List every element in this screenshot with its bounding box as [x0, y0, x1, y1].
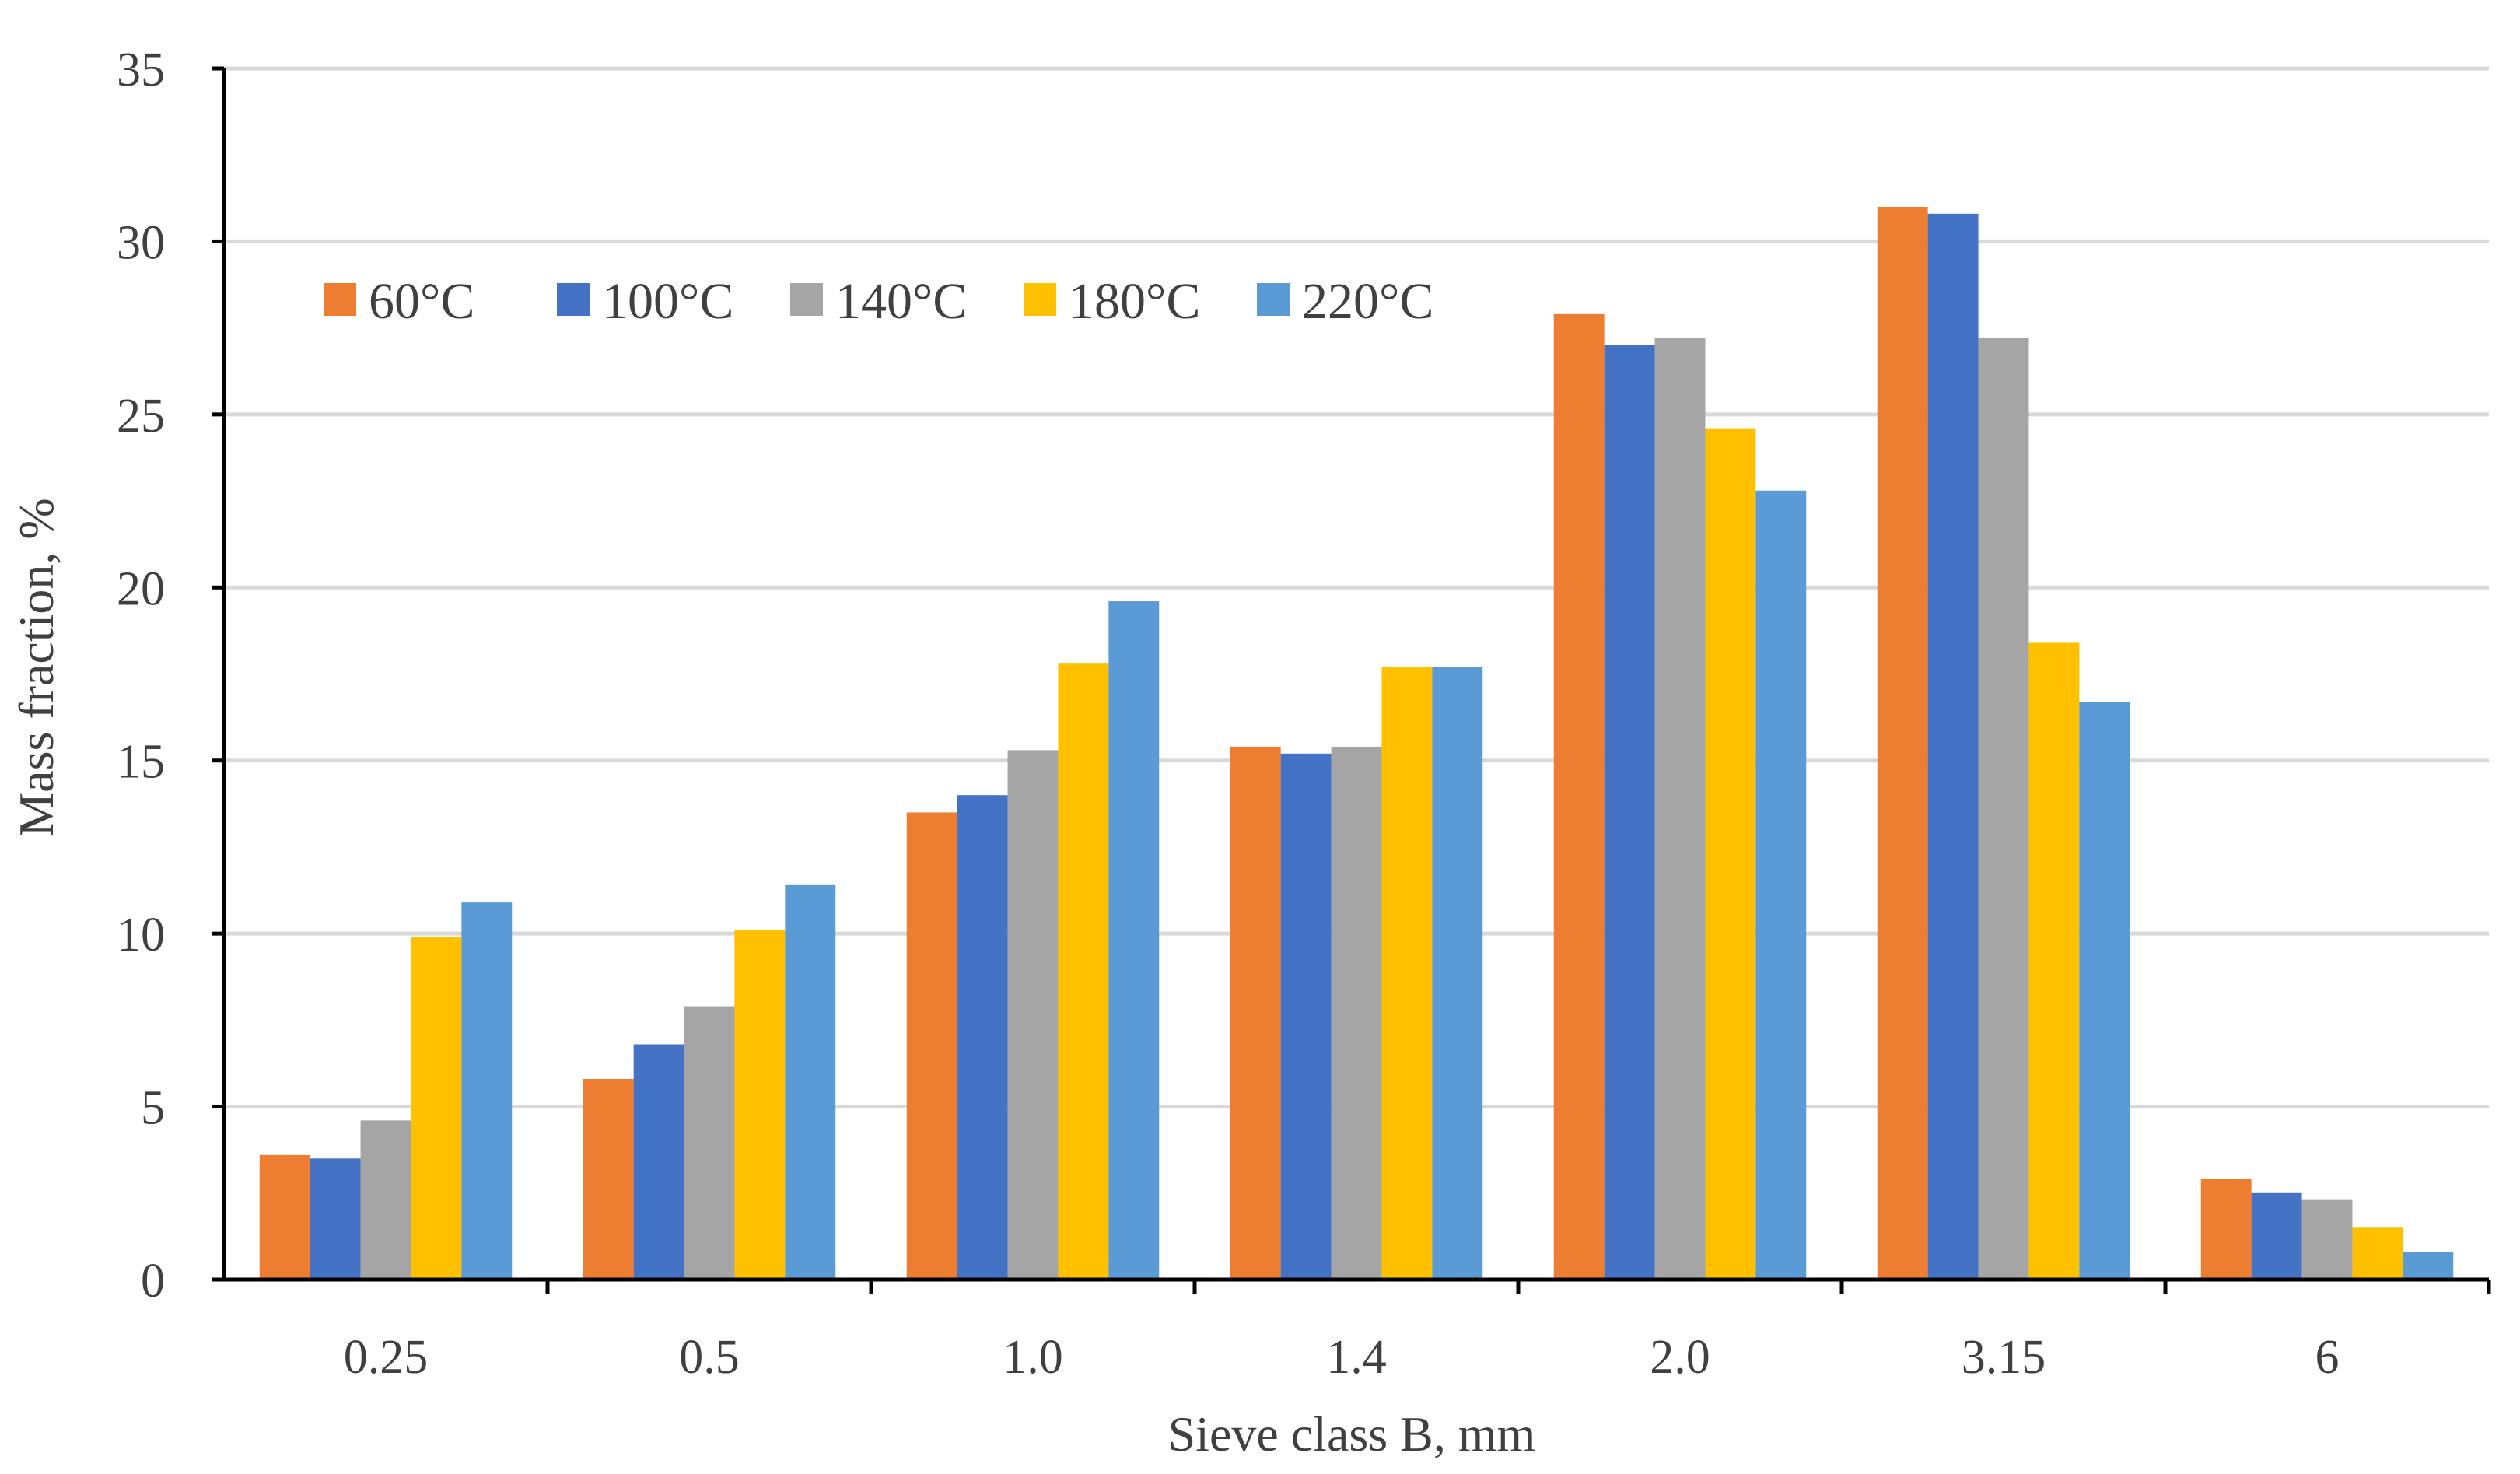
bar-100C-6: [2251, 1192, 2302, 1280]
bar-180C-0.25: [411, 937, 462, 1280]
bar-140C-1.4: [1331, 746, 1382, 1280]
y-tick-label: 15: [117, 736, 165, 789]
bar-180C-1.0: [1058, 663, 1109, 1280]
bar-100C-0.25: [310, 1158, 361, 1280]
y-tick-label: 5: [141, 1082, 165, 1135]
bar-220C-3.15: [2079, 702, 2130, 1280]
y-tick-label: 20: [117, 562, 165, 615]
x-tick-label: 0.5: [679, 1331, 740, 1384]
bar-180C-1.4: [1381, 667, 1433, 1280]
axes: [212, 66, 2491, 1294]
legend-label: 180°C: [1069, 273, 1200, 330]
bar-60C-1.4: [1230, 746, 1281, 1280]
bar-220C-1.4: [1432, 667, 1483, 1280]
legend-label: 220°C: [1302, 273, 1433, 330]
bar-140C-0.5: [684, 1006, 735, 1280]
bar-220C-1.0: [1108, 601, 1160, 1280]
bar-180C-2.0: [1705, 428, 1756, 1280]
y-tick-label: 10: [117, 909, 165, 961]
legend-swatch-60C: [324, 283, 356, 316]
legend-swatch-140C: [790, 283, 823, 316]
bar-60C-0.5: [583, 1078, 634, 1280]
legend-swatch-180C: [1024, 283, 1056, 316]
bar-100C-3.15: [1927, 213, 1979, 1280]
x-tick-label: 0.25: [344, 1331, 429, 1384]
bar-60C-3.15: [1877, 206, 1928, 1280]
y-tick-label: 0: [141, 1255, 165, 1308]
bar-180C-6: [2352, 1227, 2403, 1280]
bar-180C-3.15: [2028, 642, 2080, 1280]
y-tick-labels: 0 5 10 15 20 25 30 35: [117, 44, 165, 1308]
x-tick-label: 1.0: [1003, 1331, 1063, 1384]
legend: 60°C 100°C 140°C 180°C 220°C: [324, 273, 1433, 330]
bar-220C-6: [2403, 1252, 2454, 1280]
legend-label: 140°C: [835, 273, 967, 330]
legend-label: 100°C: [602, 273, 733, 330]
bar-60C-0.25: [259, 1154, 310, 1280]
x-tick-label: 1.4: [1326, 1331, 1387, 1384]
legend-label: 60°C: [369, 273, 474, 330]
bar-60C-2.0: [1553, 313, 1605, 1280]
y-axis-title: Mass fraction, %: [9, 498, 64, 836]
x-tick-label: 6: [2315, 1331, 2340, 1384]
bar-140C-6: [2301, 1199, 2353, 1280]
x-tick-label: 2.0: [1650, 1331, 1710, 1384]
x-axis-title: Sieve class B, mm: [1168, 1406, 1536, 1462]
bars: [259, 206, 2454, 1280]
bar-220C-2.0: [1755, 490, 1807, 1280]
bar-180C-0.5: [734, 930, 786, 1280]
bar-140C-3.15: [1978, 338, 2029, 1280]
legend-swatch-100C: [557, 283, 590, 316]
bar-220C-0.5: [785, 884, 836, 1280]
x-tick-label: 3.15: [1962, 1331, 2046, 1384]
bar-140C-2.0: [1654, 338, 1706, 1280]
bar-140C-1.0: [1007, 750, 1059, 1280]
bar-100C-0.5: [633, 1044, 684, 1280]
bar-140C-0.25: [360, 1120, 411, 1280]
y-tick-label: 25: [117, 390, 165, 443]
bar-100C-1.4: [1280, 753, 1332, 1280]
y-tick-label: 35: [117, 44, 165, 96]
bar-60C-6: [2200, 1178, 2252, 1280]
y-tick-label: 30: [117, 216, 165, 269]
bar-60C-1.0: [906, 812, 957, 1280]
bar-220C-0.25: [461, 902, 513, 1280]
legend-swatch-220C: [1257, 283, 1290, 316]
bar-100C-1.0: [957, 795, 1008, 1280]
x-tick-labels: 0.25 0.5 1.0 1.4 2.0 3.15 6: [344, 1331, 2340, 1384]
bar-100C-2.0: [1604, 345, 1655, 1280]
